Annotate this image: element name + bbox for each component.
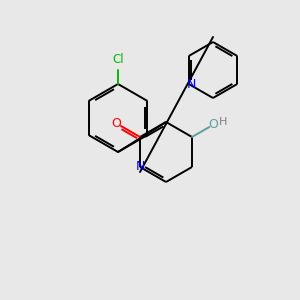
Text: H: H bbox=[218, 117, 227, 127]
Text: O: O bbox=[209, 118, 219, 131]
Text: O: O bbox=[112, 117, 122, 130]
Text: N: N bbox=[135, 160, 145, 173]
Text: N: N bbox=[187, 77, 196, 91]
Text: Cl: Cl bbox=[112, 53, 124, 66]
